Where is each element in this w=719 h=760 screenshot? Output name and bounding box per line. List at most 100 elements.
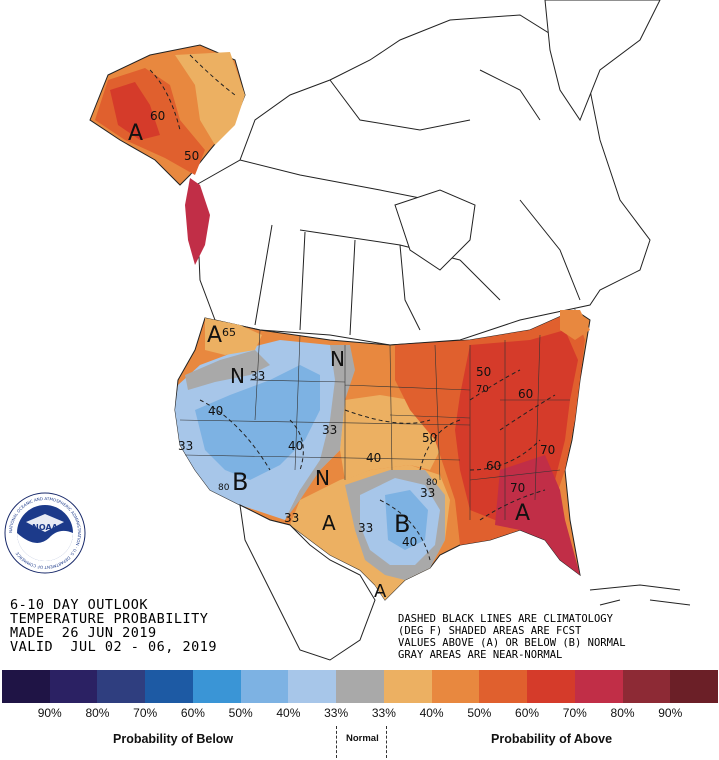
legend-caption-above: Probability of Above — [491, 732, 613, 746]
contour-80-sw: 80 — [218, 483, 230, 493]
legend-tick-label: 60% — [515, 706, 540, 720]
label-plains-n: N — [315, 466, 330, 490]
contour-33-plains: 33 — [322, 423, 337, 437]
contour-40-rockies: 40 — [288, 439, 303, 453]
legend-tick-label: 40% — [419, 706, 444, 720]
legend-normal-divider-left — [336, 726, 337, 758]
contour-40-texas: 40 — [402, 535, 417, 549]
legend-color-bar — [2, 670, 719, 703]
label-southeast-a: A — [515, 501, 530, 526]
label-pnw-a: A — [207, 323, 222, 348]
legend-tick-labels: 90% 80% 70% 60% 50% 40% 33% 33% 40% 50% 60% 70% 80% 9… — [2, 706, 718, 722]
legend-tick-label: 50% — [228, 706, 253, 720]
label-southwest-a: A — [322, 511, 336, 535]
caribbean-islands — [589, 584, 691, 606]
legend-swatch — [670, 670, 719, 703]
mexico — [239, 504, 376, 661]
canada-lines — [239, 69, 581, 336]
alaska-panhandle — [185, 178, 210, 265]
legend-swatch — [192, 670, 241, 703]
southeast-above-70 — [495, 455, 580, 575]
legend-swatch — [49, 670, 98, 703]
hudson-bay — [394, 189, 476, 271]
contour-33-texas: 33 — [420, 486, 435, 500]
label-alaska-a: A — [128, 121, 143, 146]
legend-swatch — [288, 670, 337, 703]
outlook-title-block: 6-10 DAY OUTLOOK TEMPERATURE PROBABILITY M… — [10, 598, 217, 654]
gulf-above-33 — [375, 575, 395, 600]
legend-tick-label: 70% — [133, 706, 158, 720]
contour-33-ca: 33 — [178, 439, 193, 453]
notes-line-1: DASHED BLACK LINES ARE CLIMATOLOGY — [398, 613, 613, 625]
outlook-map: A A N N B N A B A A 60 50 65 40 40 33 33… — [89, 0, 691, 661]
legend-tick-label: 50% — [467, 706, 492, 720]
legend-swatch — [527, 670, 575, 703]
greenland — [544, 0, 661, 122]
contour-60-ak: 60 — [150, 109, 165, 123]
northwest-normal — [185, 350, 270, 390]
noaa-logo: NOAA NATIONAL OCEANIC AND ATMOSPHERIC AD… — [4, 492, 86, 574]
label-texas-b: B — [394, 510, 410, 538]
contour-60-east: 60 — [518, 387, 533, 401]
contour-50-ak: 50 — [184, 149, 199, 163]
label-nw-n: N — [230, 364, 245, 388]
legend-caption-normal: Normal — [346, 733, 379, 744]
legend-swatch — [2, 670, 50, 703]
label-sw-b: B — [232, 468, 248, 496]
legend-swatch — [145, 670, 193, 703]
legend-tick-label: 90% — [37, 706, 62, 720]
northeast-above-40 — [560, 310, 590, 340]
legend-swatch — [479, 670, 528, 703]
contour-65: 65 — [222, 326, 236, 339]
legend-tick-label: 80% — [85, 706, 110, 720]
outlook-title-line-1: 6-10 DAY OUTLOOK — [10, 597, 149, 613]
contour-70-south: 70 — [510, 481, 525, 495]
label-north-n: N — [330, 347, 345, 371]
outlook-title-line-2: TEMPERATURE PROBABILITY — [10, 611, 209, 627]
legend-notes: DASHED BLACK LINES ARE CLIMATOLOGY (DEG F… — [398, 613, 626, 661]
legend-tick-label: 90% — [658, 706, 683, 720]
contour-33-texas2: 33 — [358, 521, 373, 535]
legend-swatch — [431, 670, 480, 703]
plains-above-33 — [340, 395, 440, 480]
legend-tick-label: 40% — [276, 706, 301, 720]
texas-below-40 — [385, 490, 428, 550]
notes-line-3: VALUES ABOVE (A) OR BELOW (B) NORMAL — [398, 637, 626, 649]
legend-swatch — [383, 670, 432, 703]
legend-normal-divider-right — [386, 726, 387, 758]
west-below-40 — [195, 365, 320, 480]
label-gulf-a: A — [374, 581, 387, 602]
legend-tick-label: 60% — [180, 706, 205, 720]
alaska-above-60 — [110, 82, 160, 140]
legend-swatch — [574, 670, 623, 703]
climatology-lines — [149, 54, 556, 561]
contour-80-texas: 80 — [426, 478, 438, 488]
noaa-logo-text: NOAA — [32, 523, 58, 532]
notes-line-2: (DEG F) SHADED AREAS ARE FCST — [398, 625, 582, 637]
contour-33-sw: 33 — [284, 511, 299, 525]
contour-70-se: 70 — [540, 443, 555, 457]
legend-swatch — [97, 670, 146, 703]
contour-50-midwest: 50 — [422, 431, 437, 445]
legend-swatch — [336, 670, 384, 703]
pnw-above — [205, 318, 262, 355]
contour-60-south: 60 — [486, 459, 501, 473]
outlook-title-line-4: VALID JUL 02 - 06, 2019 — [10, 639, 218, 655]
legend-caption-below: Probability of Below — [113, 732, 234, 746]
legend-tick-label: 80% — [610, 706, 635, 720]
contour-40-plains: 40 — [366, 451, 381, 465]
legend-swatch — [622, 670, 671, 703]
legend-tick-label: 33% — [324, 706, 349, 720]
notes-line-4: GRAY AREAS ARE NEAR-NORMAL — [398, 649, 563, 661]
outlook-title-line-3: MADE 26 JUN 2019 — [10, 625, 157, 641]
legend-swatch — [240, 670, 289, 703]
contour-40-west: 40 — [208, 404, 223, 418]
legend-tick-label: 70% — [562, 706, 587, 720]
contour-50-glakes: 50 — [476, 365, 491, 379]
contour-70-glakes: 70 — [476, 384, 489, 395]
legend-tick-label: 33% — [371, 706, 396, 720]
alaska-above-33 — [175, 52, 245, 145]
plains-normal — [285, 345, 355, 520]
contour-33-nw: 33 — [250, 369, 265, 383]
state-lines — [179, 329, 570, 520]
